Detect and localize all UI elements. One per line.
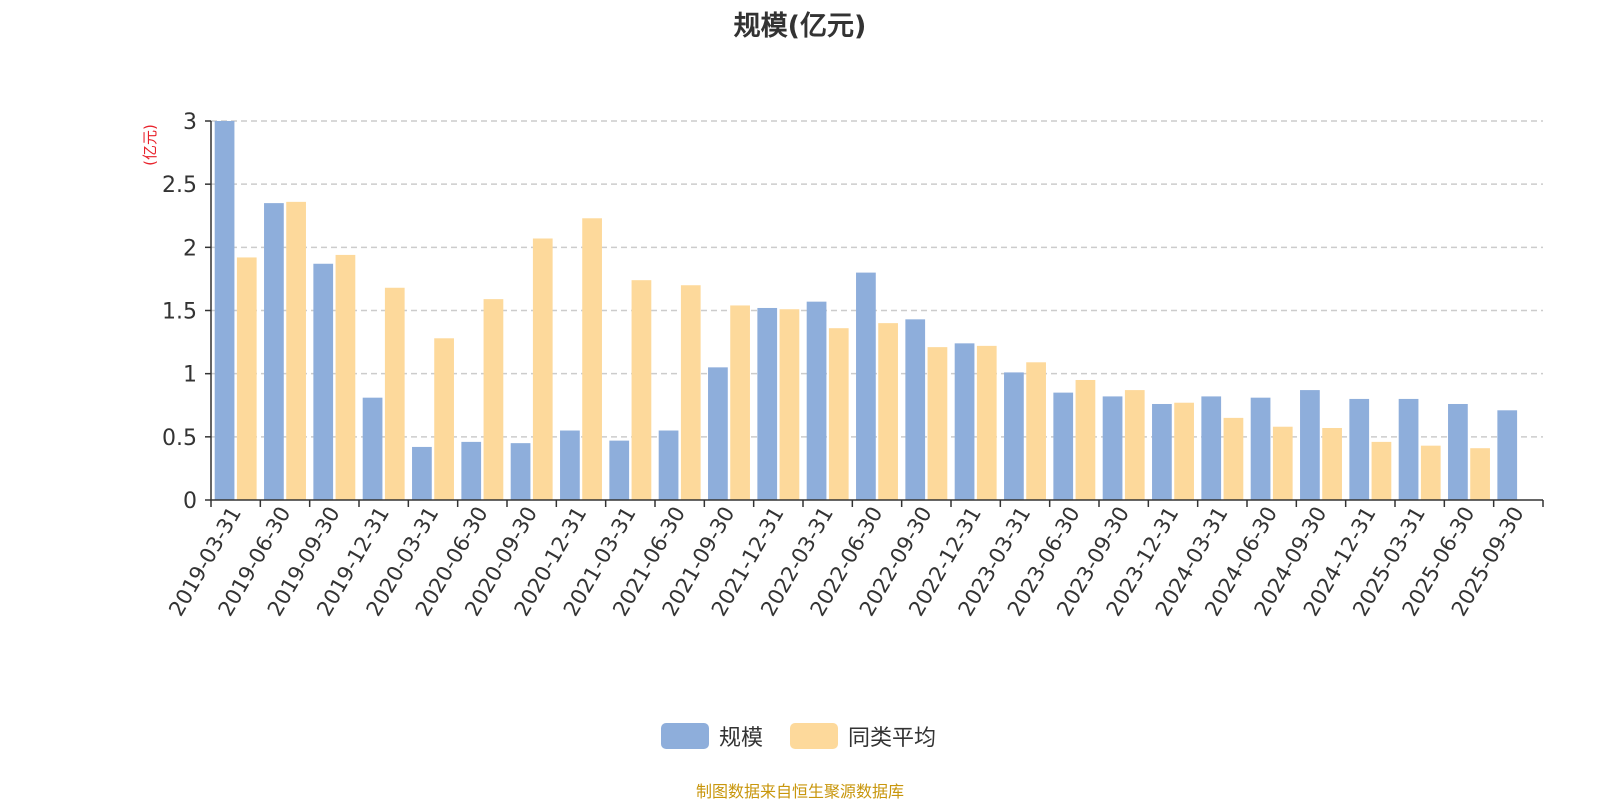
legend-swatch-peer-average <box>790 723 838 749</box>
y-tick-label: 2 <box>183 236 197 261</box>
bar-scale <box>461 441 482 500</box>
bar-peer-average <box>828 328 849 500</box>
legend-swatch-scale <box>661 723 709 749</box>
bar-peer-average <box>1223 417 1244 500</box>
bar-scale <box>412 446 432 500</box>
legend-label-peer-average: 同类平均 <box>848 726 937 751</box>
bar-scale <box>856 272 876 500</box>
source-note: 制图数据来自恒生聚源数据库 <box>695 782 904 801</box>
y-tick-label: 1 <box>183 363 197 388</box>
bar-peer-average <box>1026 362 1046 500</box>
bar-peer-average <box>335 254 356 500</box>
bars <box>214 121 1518 501</box>
bar-peer-average <box>1272 426 1293 500</box>
bar-peer-average <box>779 309 800 500</box>
bar-scale <box>1300 390 1320 500</box>
bar-peer-average <box>384 287 405 500</box>
bar-scale <box>560 430 580 500</box>
bar-scale <box>905 319 926 500</box>
y-tick-label: 2.5 <box>162 173 197 198</box>
bar-peer-average <box>631 280 652 500</box>
bar-peer-average <box>927 347 948 500</box>
chart-title: 规模(亿元) <box>733 11 867 42</box>
bar-peer-average <box>434 338 454 500</box>
bar-peer-average <box>976 345 997 500</box>
bar-scale <box>1349 398 1370 500</box>
bar-peer-average <box>286 201 306 500</box>
bar-scale <box>1398 398 1419 500</box>
bar-peer-average <box>1124 390 1145 500</box>
bar-scale <box>658 430 679 500</box>
bar-peer-average <box>582 218 602 500</box>
bar-scale <box>214 121 235 500</box>
bar-scale <box>1250 397 1271 500</box>
bar-scale <box>313 263 334 500</box>
bar-scale <box>609 440 630 500</box>
bar-peer-average <box>878 323 898 500</box>
bar-peer-average <box>1371 441 1392 500</box>
bar-peer-average <box>483 299 504 500</box>
bar-scale <box>708 367 728 500</box>
bar-scale <box>510 443 531 500</box>
bar-scale <box>757 307 778 500</box>
y-tick-label: 0.5 <box>162 426 197 451</box>
gridlines <box>211 120 1543 438</box>
bar-peer-average <box>236 257 257 500</box>
bar-peer-average <box>1420 445 1441 500</box>
bar-scale <box>1152 403 1172 500</box>
bar-scale <box>1053 392 1074 500</box>
bar-peer-average <box>532 238 553 501</box>
bar-peer-average <box>1075 379 1096 500</box>
bar-peer-average <box>680 285 701 500</box>
bar-scale <box>806 301 827 500</box>
axes: 00.511.522.532019-03-312019-06-302019-09… <box>162 110 1544 620</box>
y-tick-label: 0 <box>183 489 197 514</box>
bar-peer-average <box>1174 402 1194 500</box>
bar-scale <box>1448 403 1468 500</box>
bar-scale <box>1004 372 1024 500</box>
bar-scale <box>954 343 975 500</box>
bar-scale <box>1102 396 1123 500</box>
bar-peer-average <box>1322 427 1342 500</box>
bar-scale <box>362 397 383 500</box>
bar-peer-average <box>1470 448 1490 500</box>
y-tick-label: 1.5 <box>162 300 197 325</box>
bar-scale <box>264 203 284 500</box>
legend-item-scale[interactable]: 规模 <box>661 722 764 751</box>
y-tick-label: 3 <box>183 110 197 135</box>
bar-peer-average <box>730 305 750 500</box>
legend-label-scale: 规模 <box>719 726 764 751</box>
bar-scale <box>1497 410 1518 500</box>
bar-scale <box>1201 396 1222 500</box>
legend-item-peer-average[interactable]: 同类平均 <box>790 722 937 751</box>
y-axis-label: (亿元) <box>141 124 159 166</box>
